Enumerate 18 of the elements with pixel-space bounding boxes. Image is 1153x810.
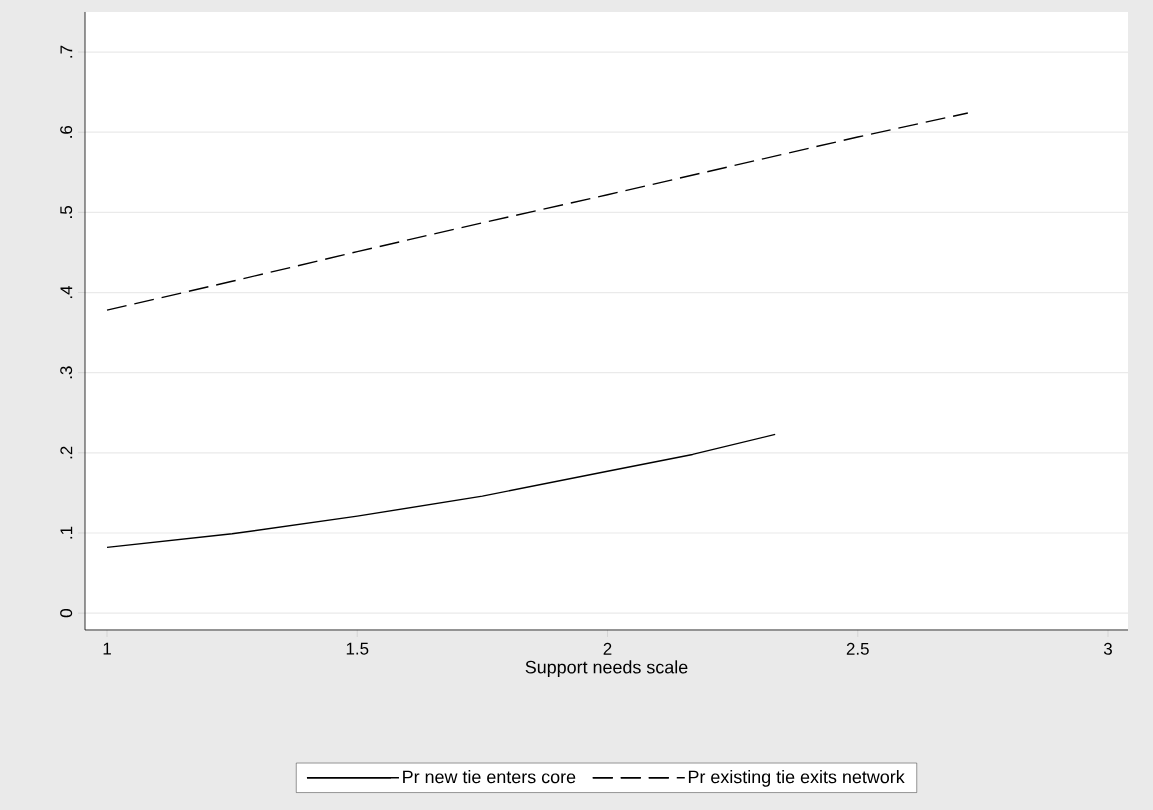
y-tick-label: .5 — [60, 206, 73, 218]
y-tick-label: .6 — [60, 125, 73, 138]
y-tick-label: .7 — [60, 45, 73, 58]
legend-label: Pr new tie enters core — [403, 770, 576, 784]
x-tick-label: 3 — [1103, 642, 1112, 655]
x-tick-label: 2 — [603, 642, 612, 655]
line-series — [106, 112, 969, 311]
x-tick-label: 1 — [103, 642, 111, 655]
y-tick-label: .2 — [60, 446, 73, 459]
y-tick-label: .3 — [60, 366, 73, 379]
y-tick-label: 0 — [60, 609, 73, 618]
line-series — [106, 433, 776, 549]
y-tick-label: .4 — [60, 285, 73, 299]
y-tick-label: .1 — [60, 526, 73, 539]
legend-label: Pr existing tie exits network — [688, 770, 905, 787]
x-tick-label: 1.5 — [346, 642, 369, 655]
x-axis-title: Support needs scale — [525, 660, 688, 678]
x-tick-label: 2.5 — [846, 642, 869, 655]
